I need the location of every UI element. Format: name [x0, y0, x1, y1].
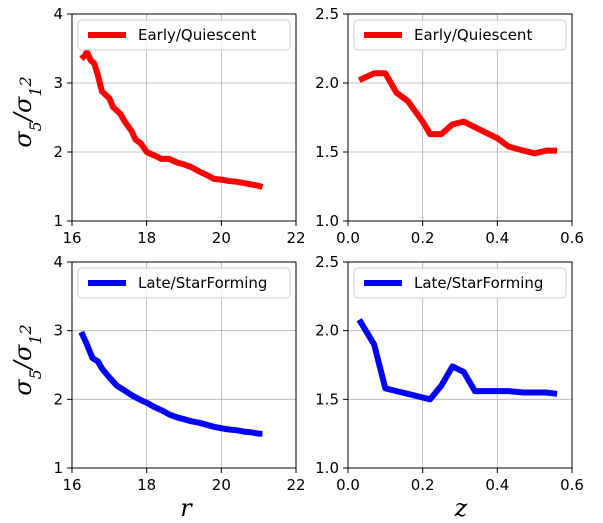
chart-panel-bottom-right: 0.0 0.2 0.4 0.6 1.0 1.5 2.0 2.5 Late/StarForming — [315, 253, 584, 494]
legend-label: Late/StarForming — [138, 274, 267, 292]
legend-box — [77, 19, 291, 51]
series-line-early-quiescent — [79, 48, 264, 191]
y-tick-label: 2.5 — [315, 253, 339, 271]
x-tick-label: 0.6 — [560, 229, 584, 247]
series-line-late-starforming — [78, 330, 263, 437]
chart-panel-top-left: 16 18 20 22 1 2 3 4 Early/Quiescent — [53, 5, 305, 247]
x-tick-label: 0.0 — [336, 476, 360, 494]
legend: Late/StarForming — [77, 267, 291, 299]
legend: Late/StarForming — [353, 267, 567, 299]
axes-frame — [71, 261, 297, 469]
legend-label: Early/Quiescent — [138, 26, 256, 44]
legend-box — [77, 267, 291, 299]
x-axis-label-r: r — [180, 494, 193, 522]
y-tick-label: 1.5 — [315, 143, 339, 161]
legend: Early/Quiescent — [353, 19, 567, 51]
x-tick-label: 16 — [62, 229, 81, 247]
x-tick-label: 18 — [137, 476, 156, 494]
legend: Early/Quiescent — [77, 19, 291, 51]
y-tick-label: 2.0 — [315, 74, 339, 92]
x-tick-label: 16 — [62, 476, 81, 494]
y-tick-label: 2 — [53, 143, 63, 161]
y-axis-label: σ5/σ12 — [9, 76, 45, 147]
y-tick-label: 2.5 — [315, 5, 339, 23]
y-axis-label: σ5/σ12 — [9, 324, 45, 395]
y-tick-label: 1 — [53, 459, 63, 477]
x-tick-label: 0.4 — [485, 476, 509, 494]
x-axis-label-z: z — [454, 494, 468, 522]
y-tick-label: 1.5 — [315, 390, 339, 408]
chart-panel-top-right: 0.0 0.2 0.4 0.6 1.0 1.5 2.0 2.5 Early/Quiescent — [315, 5, 584, 247]
axes-frame — [347, 261, 573, 469]
chart-panels: 16 18 20 22 1 2 3 4 Early/Quiescent 0.0 0.2 0.4 0.6 1… — [53, 5, 583, 494]
x-tick-label: 20 — [212, 229, 231, 247]
x-tick-label: 22 — [286, 229, 305, 247]
y-tick-label: 4 — [53, 5, 63, 23]
x-tick-label: 20 — [212, 476, 231, 494]
y-tick-label: 3 — [53, 74, 63, 92]
series-line-early-quiescent — [357, 70, 558, 157]
x-tick-label: 0.2 — [411, 476, 435, 494]
legend-label: Early/Quiescent — [414, 26, 532, 44]
x-tick-label: 0.2 — [411, 229, 435, 247]
y-tick-label: 3 — [53, 322, 63, 340]
y-tick-label: 2 — [53, 390, 63, 408]
axes-frame — [71, 13, 297, 222]
series-line-late-starforming — [356, 318, 558, 403]
axes-frame — [347, 13, 573, 222]
x-tick-label: 0.4 — [485, 229, 509, 247]
legend-box — [353, 19, 567, 51]
legend-label: Late/StarForming — [414, 274, 543, 292]
x-tick-label: 22 — [286, 476, 305, 494]
x-tick-label: 0.6 — [560, 476, 584, 494]
x-tick-label: 0.0 — [336, 229, 360, 247]
y-tick-label: 2.0 — [315, 322, 339, 340]
y-tick-label: 4 — [53, 253, 63, 271]
y-tick-label: 1 — [53, 212, 63, 230]
chart-panel-bottom-left: 16 18 20 22 1 2 3 4 Late/StarForming — [53, 253, 305, 494]
x-tick-label: 18 — [137, 229, 156, 247]
y-tick-label: 1.0 — [315, 459, 339, 477]
y-tick-label: 1.0 — [315, 212, 339, 230]
legend-box — [353, 267, 567, 299]
